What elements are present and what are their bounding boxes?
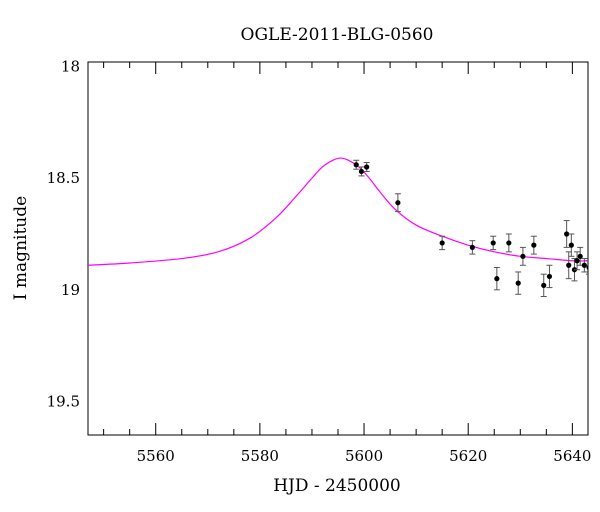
- data-point: [439, 240, 445, 246]
- data-point: [577, 253, 583, 259]
- data-point: [520, 253, 526, 259]
- data-point: [566, 262, 572, 268]
- data-point: [581, 262, 587, 268]
- data-point: [353, 162, 359, 168]
- data-point: [531, 242, 537, 248]
- y-tick-label: 19: [61, 281, 80, 299]
- data-point-group: [490, 235, 497, 251]
- plot-frame: [87, 61, 589, 436]
- data-point: [358, 168, 365, 175]
- data-point: [364, 164, 370, 170]
- data-point-group: [589, 216, 595, 238]
- data-point-group: [530, 235, 537, 255]
- data-point: [564, 231, 570, 237]
- data-point: [541, 282, 547, 288]
- axis-tick-labels: 5560 5580 5600 5620 5640 18 18.5 19 19.5: [47, 57, 592, 465]
- data-point-group: [493, 266, 500, 291]
- data-point: [494, 276, 500, 282]
- y-tick-label: 18: [61, 57, 80, 75]
- data-point-group: [439, 235, 446, 251]
- x-axis-label: HJD - 2450000: [273, 476, 401, 496]
- x-tick-label: 5620: [449, 447, 487, 465]
- data-point-group: [581, 258, 588, 273]
- data-point-group: [363, 162, 370, 172]
- data-point-group: [505, 233, 512, 253]
- data-point: [469, 244, 475, 250]
- data-point: [546, 273, 553, 280]
- x-tick-label: 5560: [137, 447, 175, 465]
- x-tick-label: 5580: [241, 447, 279, 465]
- data-point: [490, 240, 496, 246]
- x-tick-label: 5640: [553, 447, 591, 465]
- data-point-group: [519, 246, 526, 266]
- data-point-group: [563, 220, 570, 248]
- data-point-group: [546, 264, 553, 289]
- data-point: [574, 258, 580, 264]
- model-layer: [88, 157, 588, 266]
- data-point-group: [515, 271, 522, 295]
- data-point: [506, 240, 512, 246]
- data-point-group: [469, 240, 476, 255]
- y-tick-label: 18.5: [47, 169, 80, 187]
- data-point-group: [358, 166, 365, 177]
- model-curve-line: [88, 157, 588, 266]
- data-point-group: [586, 260, 588, 275]
- data-point-group: [540, 273, 547, 298]
- chart-title: OGLE-2011-BLG-0560: [241, 25, 434, 45]
- axis-ticks: [103, 62, 573, 435]
- data-point: [515, 280, 521, 286]
- data-point-group: [353, 159, 360, 170]
- x-tick-label: 5600: [345, 447, 383, 465]
- y-axis-label: I magnitude: [11, 196, 31, 300]
- y-tick-label: 19.5: [47, 392, 80, 410]
- data-point-group: [568, 233, 575, 257]
- data-point-group: [394, 193, 401, 213]
- data-point: [395, 200, 401, 206]
- data-point: [586, 265, 588, 270]
- data-point: [568, 242, 574, 248]
- data-point: [590, 225, 595, 230]
- data-point-group: [574, 251, 581, 271]
- data-layer: [353, 159, 595, 298]
